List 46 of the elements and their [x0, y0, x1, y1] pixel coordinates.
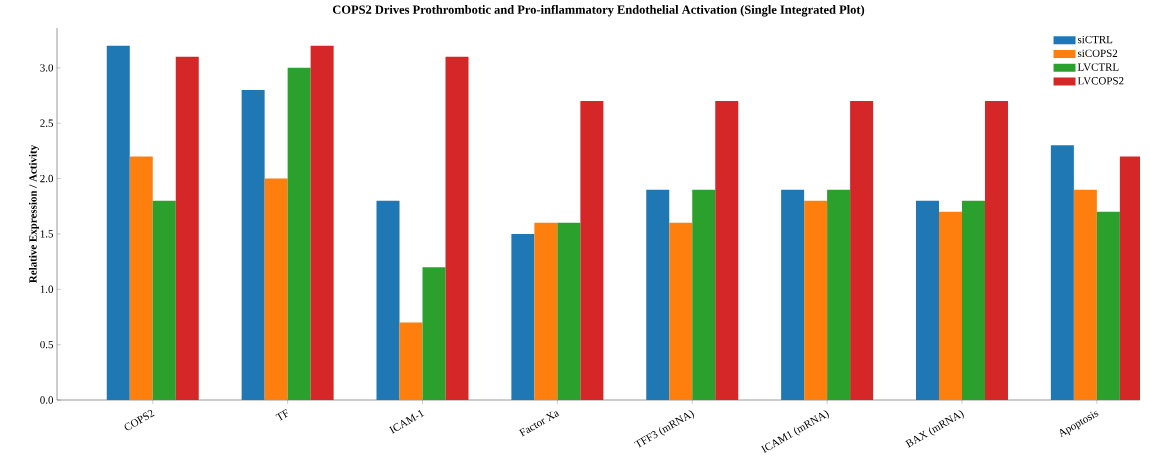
- y-tick-label: 3.0: [40, 64, 54, 72]
- bar: [399, 322, 423, 400]
- bar: [804, 200, 828, 400]
- bar: [129, 156, 153, 400]
- y-tick-label: 0.0: [40, 396, 54, 404]
- y-tick-label: 1.0: [40, 285, 54, 294]
- bar: [534, 222, 558, 400]
- bar: [152, 200, 176, 400]
- bar: [241, 90, 265, 400]
- bar: [310, 45, 334, 400]
- legend-label: LVCTRL: [1077, 63, 1119, 71]
- legend-label: siCOPS2: [1077, 49, 1118, 57]
- bar: [984, 101, 1008, 400]
- legend-label: LVCOPS2: [1077, 77, 1124, 85]
- bar: [422, 267, 446, 400]
- bar: [175, 56, 199, 400]
- bar: [445, 56, 469, 400]
- bar: [1119, 156, 1141, 400]
- legend-label: siCTRL: [1077, 35, 1113, 44]
- bar: [106, 45, 130, 400]
- bar: [715, 101, 739, 400]
- bar: [557, 222, 581, 400]
- y-tick-label: 2.0: [40, 174, 54, 183]
- bar: [692, 189, 716, 400]
- bar: [938, 211, 962, 400]
- bar: [961, 200, 985, 400]
- chart-title: COPS2 Drives Prothrombotic and Pro-inflammatory Endothelial Activation (Single Integrated Plot): [332, 4, 865, 17]
- bar: [264, 178, 288, 400]
- bar: [580, 101, 604, 400]
- x-tick-label: TF: [275, 409, 288, 421]
- bar: [646, 189, 670, 400]
- bar: [1050, 145, 1074, 400]
- bar: [287, 67, 311, 400]
- y-axis-title: Relative Expression / Activity: [28, 144, 39, 283]
- bar: [376, 200, 400, 400]
- bar: [1073, 189, 1097, 400]
- bar: [1096, 211, 1120, 400]
- bar: [781, 189, 805, 400]
- bar: [850, 101, 874, 400]
- bar: [827, 189, 851, 400]
- bar: [915, 200, 939, 400]
- y-tick-label: 0.5: [40, 340, 54, 349]
- y-tick-label: 1.5: [40, 230, 54, 238]
- bar: [511, 233, 535, 400]
- bar: [669, 222, 693, 400]
- y-tick-label: 2.5: [40, 119, 54, 127]
